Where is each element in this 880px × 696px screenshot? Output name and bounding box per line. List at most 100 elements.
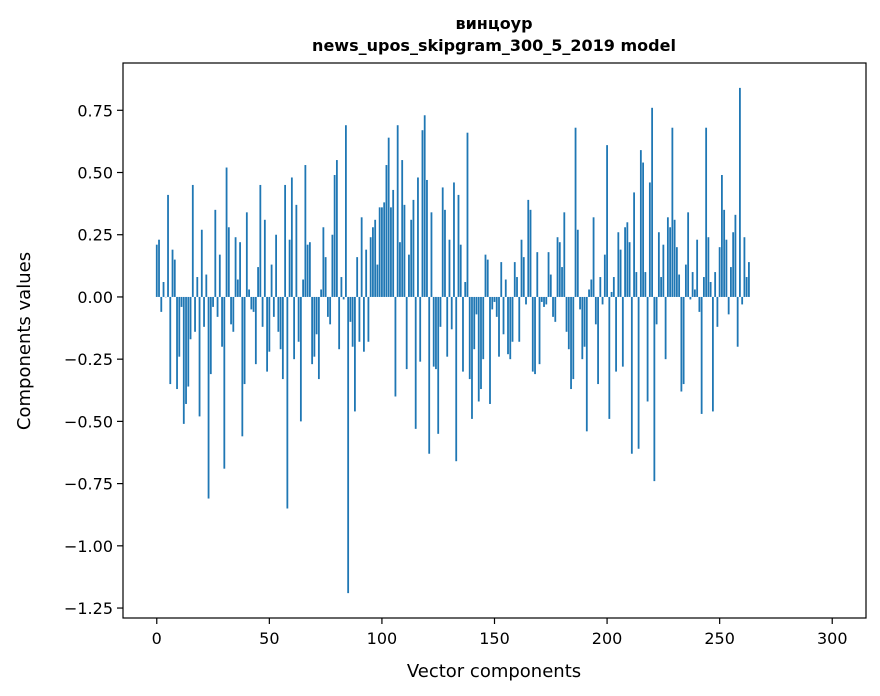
bar-137 bbox=[464, 282, 467, 297]
bar-230 bbox=[673, 219, 676, 297]
bar-130 bbox=[448, 239, 451, 297]
bar-45 bbox=[257, 267, 259, 297]
bar-126 bbox=[439, 296, 442, 327]
bar-15 bbox=[189, 296, 192, 340]
bar-164 bbox=[525, 296, 527, 305]
bar-189 bbox=[581, 296, 584, 360]
bar-222 bbox=[655, 296, 658, 325]
bar-236 bbox=[687, 212, 690, 297]
bar-82 bbox=[340, 277, 343, 297]
bar-252 bbox=[723, 209, 726, 297]
y-tick-label: −0.50 bbox=[64, 412, 113, 431]
bar-36 bbox=[236, 279, 239, 297]
bar-23 bbox=[207, 296, 210, 499]
bar-181 bbox=[563, 212, 566, 297]
bar-83 bbox=[342, 296, 345, 300]
bar-199 bbox=[603, 254, 606, 297]
bar-75 bbox=[324, 257, 327, 297]
bar-257 bbox=[734, 214, 737, 297]
bar-43 bbox=[252, 296, 255, 312]
bar-185 bbox=[572, 296, 575, 380]
bar-203 bbox=[612, 277, 615, 297]
bar-46 bbox=[259, 184, 262, 297]
bar-195 bbox=[594, 296, 597, 325]
chart-title-line-1: винцоур bbox=[455, 14, 532, 33]
bar-201 bbox=[608, 296, 611, 419]
bar-136 bbox=[462, 296, 464, 372]
bar-134 bbox=[457, 194, 460, 297]
bar-1 bbox=[158, 239, 160, 297]
bar-132 bbox=[453, 182, 455, 297]
bar-91 bbox=[360, 217, 363, 297]
x-tick-label: 50 bbox=[259, 629, 279, 648]
bar-118 bbox=[421, 130, 424, 297]
bar-200 bbox=[606, 145, 608, 297]
bar-210 bbox=[628, 242, 631, 297]
bar-213 bbox=[635, 272, 638, 297]
bar-162 bbox=[520, 239, 523, 297]
x-tick-label: 150 bbox=[479, 629, 510, 648]
bar-148 bbox=[489, 296, 491, 404]
bar-154 bbox=[502, 296, 505, 335]
bar-258 bbox=[736, 296, 739, 347]
bar-14 bbox=[187, 296, 190, 387]
bar-37 bbox=[239, 242, 241, 297]
bar-155 bbox=[504, 279, 507, 297]
bar-172 bbox=[543, 296, 545, 307]
bar-117 bbox=[419, 296, 422, 362]
bar-40 bbox=[245, 212, 248, 297]
bar-173 bbox=[545, 296, 548, 305]
bar-105 bbox=[392, 189, 395, 297]
bar-106 bbox=[394, 296, 397, 397]
bar-246 bbox=[709, 282, 712, 297]
bar-214 bbox=[637, 296, 640, 449]
bar-77 bbox=[329, 296, 332, 325]
bar-250 bbox=[718, 247, 721, 297]
bar-147 bbox=[486, 259, 489, 297]
bar-131 bbox=[450, 296, 453, 330]
bar-259 bbox=[739, 87, 741, 297]
bar-69 bbox=[311, 296, 314, 365]
y-tick-label: 0.00 bbox=[77, 288, 113, 307]
bar-123 bbox=[432, 296, 435, 367]
bar-254 bbox=[727, 296, 730, 315]
bar-51 bbox=[270, 264, 273, 297]
bar-196 bbox=[597, 296, 599, 385]
bar-109 bbox=[401, 160, 404, 297]
bar-175 bbox=[549, 274, 552, 297]
bar-261 bbox=[743, 237, 746, 297]
bar-122 bbox=[430, 212, 433, 297]
bar-85 bbox=[347, 296, 350, 594]
bar-18 bbox=[196, 277, 199, 297]
bar-138 bbox=[466, 132, 469, 297]
bar-11 bbox=[180, 296, 183, 307]
bar-112 bbox=[408, 254, 410, 297]
bar-62 bbox=[295, 204, 298, 297]
bar-161 bbox=[518, 296, 521, 342]
bar-249 bbox=[716, 296, 719, 327]
bar-243 bbox=[702, 277, 705, 297]
bar-98 bbox=[376, 264, 379, 297]
bar-157 bbox=[509, 296, 512, 360]
bar-158 bbox=[511, 296, 514, 342]
bar-216 bbox=[642, 162, 644, 297]
bar-2 bbox=[160, 296, 163, 312]
bar-188 bbox=[579, 296, 581, 310]
bar-94 bbox=[367, 296, 370, 342]
bar-163 bbox=[522, 257, 525, 297]
bar-87 bbox=[351, 296, 354, 347]
bar-38 bbox=[241, 296, 244, 437]
bar-244 bbox=[705, 127, 708, 297]
bar-120 bbox=[426, 179, 428, 297]
bar-13 bbox=[185, 296, 187, 404]
y-tick-label: −1.00 bbox=[64, 537, 113, 556]
bar-190 bbox=[583, 296, 586, 347]
bar-103 bbox=[387, 137, 390, 297]
bar-241 bbox=[698, 296, 701, 312]
bar-248 bbox=[714, 272, 717, 297]
bar-68 bbox=[308, 242, 311, 297]
bar-221 bbox=[653, 296, 656, 482]
bar-167 bbox=[531, 296, 534, 372]
bar-255 bbox=[730, 267, 732, 297]
bar-228 bbox=[669, 227, 672, 297]
